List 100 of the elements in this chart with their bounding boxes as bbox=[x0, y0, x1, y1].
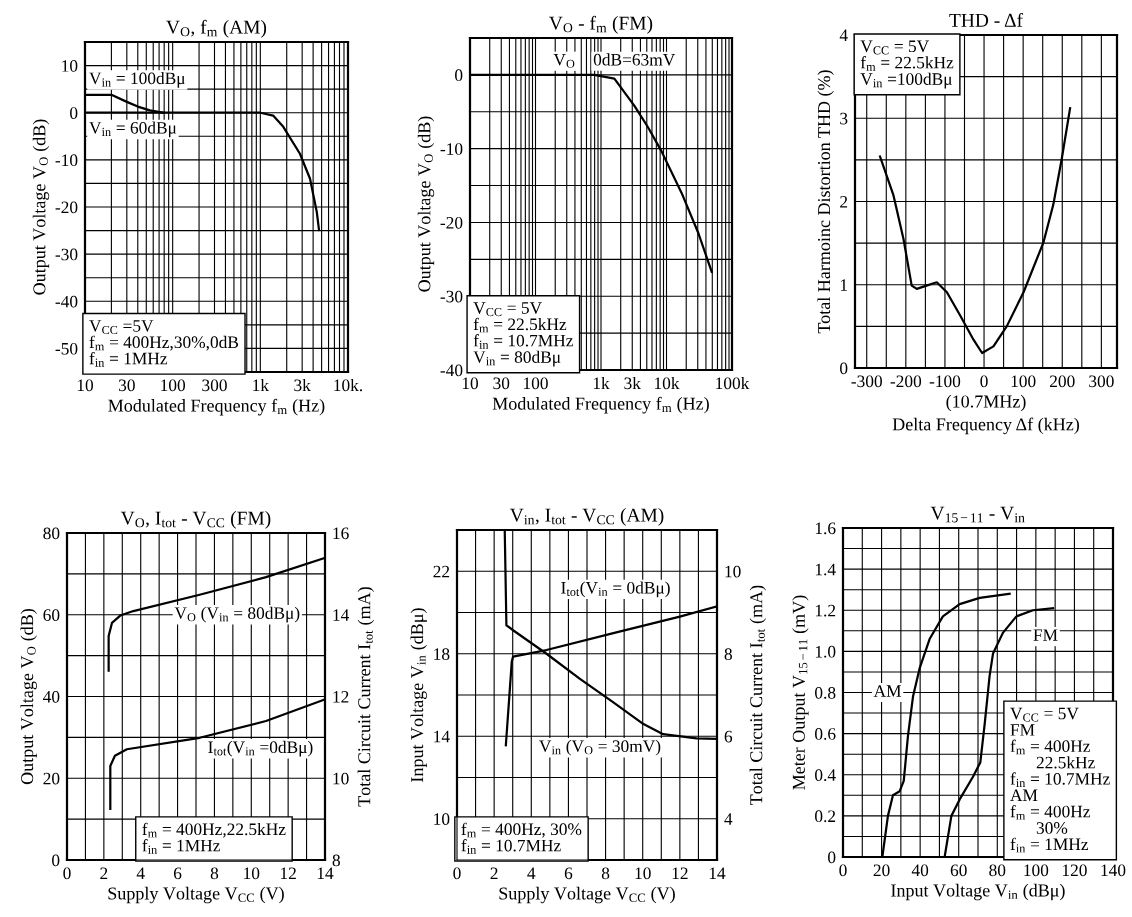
x-axis-title: Supply Voltage V$_{CC}$ (V) bbox=[499, 886, 675, 904]
y-axis-title: Output Voltage V$_{O}$ (dB) bbox=[20, 609, 37, 785]
y-tick-label: 0 bbox=[455, 69, 463, 82]
y-tick-label: 40 bbox=[43, 690, 60, 703]
y-tick-label: 0 bbox=[828, 851, 836, 864]
y-tick-label: -40 bbox=[440, 364, 463, 377]
series-label: FM bbox=[1033, 629, 1058, 641]
x-tick-label: 100 bbox=[161, 379, 186, 392]
y-tick-label: 18 bbox=[434, 648, 450, 660]
text: V$_{CC}$ = 5V f$_{m}$ = 22.5kHz V$_{in}$ =100dBμ bbox=[860, 40, 954, 89]
x-tick-label: 20 bbox=[873, 864, 890, 877]
y-tick-label: 10 bbox=[434, 813, 450, 825]
series-label: I$_{tot}$(V$_{in}$ =0dBμ) bbox=[208, 740, 313, 757]
x-tick-label: 1k bbox=[253, 378, 270, 391]
x-tick-label: 8 bbox=[210, 867, 219, 880]
y-axis-title: Total Harmoinc Distortion THD (%) bbox=[817, 70, 834, 334]
y-axis-title: Output Voltage V$_{O}$ (dB) bbox=[32, 119, 50, 295]
x-tick-label: 10k. bbox=[334, 378, 363, 392]
x-tick-label: 10 bbox=[462, 377, 479, 390]
text: V$_{CC}$ = 5V FM f$_{m}$ = 400Hz 22.5kHz f$_{in}$ = 10.7MHz AM f$_{m}$ = 400Hz 30% f$_{in}$ = 1MHz bbox=[1010, 707, 1110, 853]
x-tick-label: -200 bbox=[890, 375, 922, 388]
x-tick-label: 100 bbox=[1011, 375, 1036, 388]
y-tick-label: 1.2 bbox=[815, 604, 836, 617]
y-tick-label: -10 bbox=[440, 143, 463, 155]
x-tick-label: 4 bbox=[527, 867, 536, 879]
x-tick-label: 140 bbox=[1101, 864, 1126, 877]
x-tick-label: 60 bbox=[950, 864, 967, 877]
x-tick-label: 300 bbox=[202, 379, 227, 392]
x-tick-label: 8 bbox=[601, 867, 610, 880]
x-tick-label: 2 bbox=[100, 867, 108, 879]
y-tick-label: -50 bbox=[55, 342, 78, 355]
x-tick-label: 0 bbox=[980, 375, 988, 388]
y2-tick-label: 8 bbox=[332, 854, 340, 867]
x-tick-label: 14 bbox=[709, 867, 726, 879]
x-tick-label: 12 bbox=[672, 867, 688, 879]
x-tick-label: 40 bbox=[911, 864, 929, 877]
y-tick-label: 1 bbox=[840, 279, 848, 291]
y-tick-label: 0.8 bbox=[815, 686, 836, 699]
chart-title: THD - Δf bbox=[949, 12, 1024, 27]
x-tick-label: 100 bbox=[524, 377, 548, 390]
y2-tick-label: 10 bbox=[333, 772, 349, 785]
x-tick-label: 3k bbox=[624, 376, 641, 390]
chart-title: V$_{O}$ - f$_{m}$ (FM) bbox=[549, 15, 653, 34]
y-tick-label: -20 bbox=[55, 201, 78, 214]
y2-tick-label: 10 bbox=[725, 565, 741, 578]
chart-title: V$_{15−11}$ - V$_{in}$ bbox=[930, 506, 1025, 523]
x-tick-label: -300 bbox=[851, 375, 882, 388]
series-label: V$_{in}$ (V$_{O}$ = 30mV) bbox=[539, 739, 661, 756]
x-axis-title: (10.7MHz) Delta Frequency Δf (kHz) bbox=[892, 394, 1079, 435]
y-tick-label: 0 bbox=[70, 107, 78, 119]
y-tick-label: 1.6 bbox=[815, 522, 836, 535]
x-tick-label: 14 bbox=[317, 867, 334, 879]
y-axis-title: Input Voltage V$_{in}$ (dBμ) bbox=[410, 608, 427, 782]
x-tick-label: 200 bbox=[1050, 375, 1075, 388]
y-tick-label: 10 bbox=[62, 60, 78, 72]
x-tick-label: 120 bbox=[1062, 864, 1087, 877]
x-tick-label: 3k bbox=[294, 378, 311, 392]
x-tick-label: 6 bbox=[173, 867, 182, 880]
x-tick-label: 10 bbox=[635, 867, 651, 880]
y-tick-label: 1.0 bbox=[815, 645, 836, 658]
x-tick-label: 6 bbox=[564, 867, 573, 880]
x-tick-label: 80 bbox=[989, 864, 1006, 877]
x-tick-label: 10 bbox=[77, 379, 94, 392]
chart-title: V$_{O}$, f$_{m}$ (AM) bbox=[166, 19, 267, 38]
x-axis-title: Modulated Frequency f$_{m}$ (Hz) bbox=[108, 398, 325, 416]
chart-title: V$_{O}$, I$_{tot}$ - V$_{CC}$ (FM) bbox=[120, 511, 271, 529]
y-tick-label: -40 bbox=[55, 295, 78, 308]
x-tick-label: 12 bbox=[280, 867, 296, 879]
y-tick-label: 0.6 bbox=[815, 728, 836, 740]
series-label: V$_{in}$ = 100dBμ bbox=[89, 71, 185, 88]
y-tick-label: 0 bbox=[52, 854, 60, 867]
series-label: I$_{tot}$(V$_{in}$ = 0dBμ) bbox=[561, 581, 670, 598]
x-axis-title: Input Voltage V$_{in}$ (dBμ) bbox=[891, 883, 1065, 901]
y-tick-label: -10 bbox=[55, 154, 78, 167]
x-tick-label: 10 bbox=[244, 867, 260, 880]
x-tick-label: 4 bbox=[136, 867, 145, 879]
x-tick-label: 1k bbox=[593, 376, 610, 389]
chart-title: V$_{in}$, I$_{tot}$ - V$_{CC}$ (AM) bbox=[509, 508, 664, 526]
y-tick-label: 80 bbox=[43, 527, 60, 540]
y2-axis-title: Total Circuit Current I$_{tot}$ (mA) bbox=[749, 585, 767, 805]
y2-tick-label: 12 bbox=[333, 691, 349, 703]
y-tick-label: 22 bbox=[433, 565, 450, 578]
x-tick-label: 10k bbox=[655, 376, 680, 390]
text: V$_{CC}$ = 5V f$_{m}$ = 22.5kHz f$_{in}$ = 10.7MHz V$_{in}$ = 80dBμ bbox=[473, 302, 573, 367]
x-axis-title: Modulated Frequency f$_{m}$ (Hz) bbox=[492, 396, 709, 414]
y-tick-label: 2 bbox=[840, 196, 848, 208]
y-tick-label: 60 bbox=[43, 609, 60, 621]
y-tick-label: 0.2 bbox=[815, 810, 836, 823]
y2-axis-title: Total Circuit Current I$_{tot}$ (mA) bbox=[357, 587, 375, 807]
x-tick-label: 30 bbox=[118, 379, 135, 392]
annotation: f$_{m}$ = 400Hz,22.5kHz f$_{in}$ = 1MHz bbox=[142, 822, 286, 854]
y-axis-title: Meter Output V$_{15−11}$ (mV) bbox=[792, 595, 809, 790]
x-axis-title: Supply Voltage V$_{CC}$ (V) bbox=[108, 886, 284, 904]
y-tick-label: 3 bbox=[840, 112, 848, 125]
y-tick-label: 4 bbox=[839, 29, 848, 42]
series-label: AM bbox=[873, 685, 902, 697]
y2-tick-label: 14 bbox=[333, 609, 350, 621]
annotation: 0dB=63mV bbox=[593, 53, 676, 66]
y-tick-label: 20 bbox=[43, 772, 60, 785]
y-tick-label: -20 bbox=[440, 216, 463, 229]
